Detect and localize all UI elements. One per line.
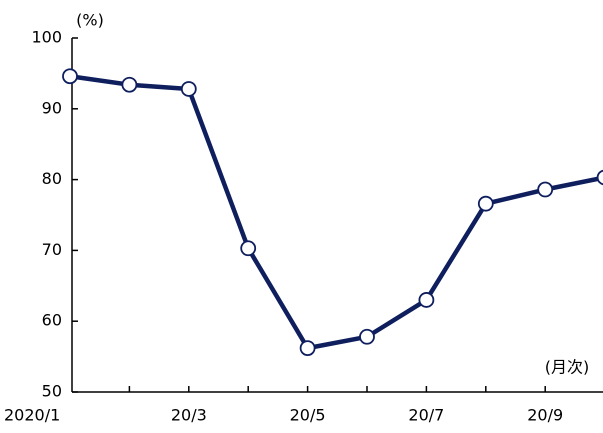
- y-tick-label: 90: [42, 98, 62, 117]
- x-tick-label: 20/7: [408, 406, 444, 425]
- marker: [537, 181, 554, 198]
- x-unit: (月次): [545, 358, 590, 377]
- y-unit: (%): [76, 11, 104, 30]
- marker: [299, 340, 316, 357]
- marker: [477, 195, 494, 212]
- x-tick-label: 20/5: [290, 406, 326, 425]
- y-tick-label: 70: [42, 240, 62, 259]
- y-tick-label: 80: [42, 169, 62, 188]
- x-tick-label: 20/9: [527, 406, 563, 425]
- marker: [180, 81, 197, 97]
- line: [69, 74, 603, 351]
- marker: [121, 76, 138, 93]
- marker: [62, 68, 78, 85]
- marker: [596, 169, 603, 186]
- x-tick-label: 20/3: [171, 406, 207, 425]
- y-tick-label: 50: [42, 382, 62, 401]
- y-tick-label: 60: [42, 311, 62, 330]
- x-tick-label: 2020/1: [4, 406, 60, 425]
- y-tick-label: 100: [31, 28, 62, 47]
- marker: [359, 328, 375, 345]
- marker: [418, 292, 435, 308]
- marker: [240, 240, 257, 257]
